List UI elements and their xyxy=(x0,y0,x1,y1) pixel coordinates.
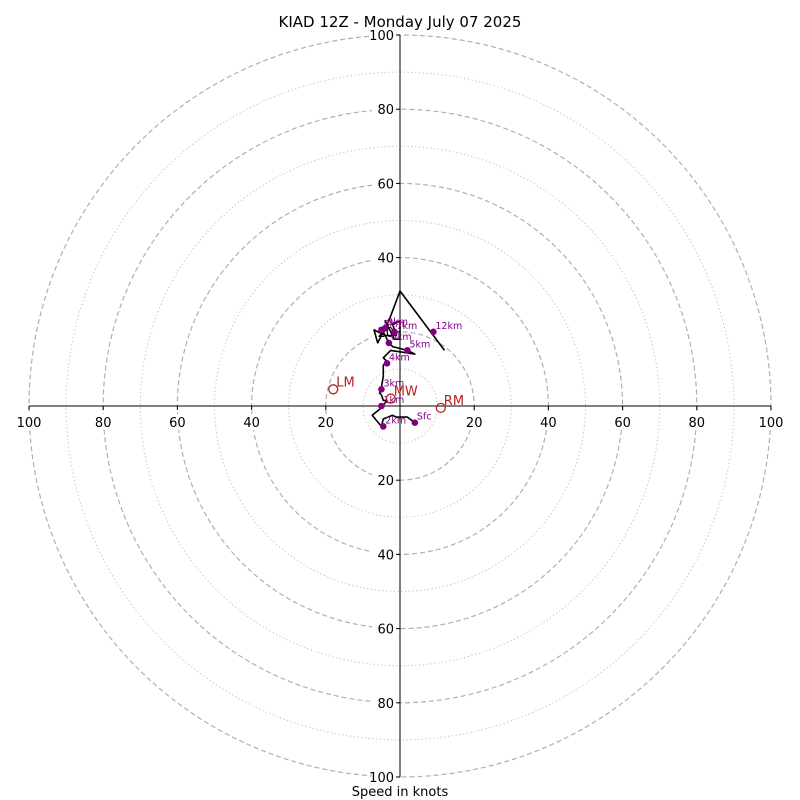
tick-label: 60 xyxy=(377,623,394,638)
tick-label-bg xyxy=(372,620,398,637)
tick-label-bg xyxy=(15,414,43,430)
tick-label: 40 xyxy=(377,252,394,267)
height-marker-label: 2km xyxy=(385,415,406,426)
tick-label-bg xyxy=(372,175,398,192)
height-marker-label: 6km xyxy=(391,332,412,343)
tick-label-bg xyxy=(534,414,563,430)
tick-label: 40 xyxy=(377,548,394,563)
tick-label: 100 xyxy=(759,416,784,431)
hodograph-line xyxy=(371,290,446,428)
height-marker-label: 9km xyxy=(387,317,408,328)
tick-label-bg xyxy=(372,546,398,563)
height-marker-label: 7km xyxy=(396,321,417,332)
height-marker-dot xyxy=(378,386,385,393)
storm-motion-marker xyxy=(328,384,339,395)
height-marker-dot xyxy=(381,324,389,332)
tick-label-bg xyxy=(372,769,398,785)
tick-label: 80 xyxy=(377,697,394,712)
height-marker-dot xyxy=(383,360,391,367)
tick-label-bg xyxy=(311,414,340,430)
axes xyxy=(29,35,771,777)
chart-title: KIAD 12Z - Monday July 07 2025 xyxy=(279,13,522,31)
height-marker-label: Sfc xyxy=(417,412,432,423)
height-marker-dot xyxy=(378,402,385,410)
storm-motion-marker xyxy=(435,402,446,414)
tick-label: 60 xyxy=(169,416,186,431)
tick-label: 60 xyxy=(614,416,631,431)
height-marker-label: 4km xyxy=(389,352,410,363)
tick-label-bg xyxy=(89,414,118,430)
tick-label: 100 xyxy=(17,416,42,431)
tick-label-bg xyxy=(372,101,398,118)
tick-label-bg xyxy=(608,414,637,430)
tick-label: 80 xyxy=(689,416,706,431)
height-marker-dot xyxy=(430,328,437,336)
tick-label-bg xyxy=(163,414,192,430)
tick-label: 20 xyxy=(377,474,394,489)
tick-label: 100 xyxy=(369,29,394,44)
tick-label-bg xyxy=(372,249,398,266)
tick-label: 80 xyxy=(377,103,394,118)
tick-label: 80 xyxy=(95,416,112,431)
tick-label-bg xyxy=(372,472,398,489)
tick-label: 40 xyxy=(540,416,557,431)
tick-label: 40 xyxy=(243,416,260,431)
tick-label: 20 xyxy=(466,416,483,431)
height-marker-label: 5km xyxy=(409,339,430,350)
tick-label: 100 xyxy=(369,771,394,786)
wind-trace xyxy=(371,290,446,428)
storm-motion-marker xyxy=(385,393,396,404)
height-marker-dot xyxy=(404,347,411,354)
storm-motion-markers: RM LM MW xyxy=(328,375,464,414)
storm-motion-label: RM xyxy=(444,394,464,409)
storm-motion-label: LM xyxy=(336,375,354,390)
height-marker-dot xyxy=(380,423,387,430)
height-marker-label: 1km xyxy=(383,395,404,406)
x-axis-label: Speed in knots xyxy=(352,785,449,800)
tick-label-bg xyxy=(372,27,398,43)
height-marker-dot xyxy=(411,419,419,426)
height-marker-label: 3km xyxy=(383,378,404,389)
height-marker-dot xyxy=(391,328,398,336)
tick-label-bg xyxy=(460,414,489,430)
tick-label-bg xyxy=(237,414,266,430)
tick-label-bg xyxy=(682,414,711,430)
storm-motion-label: MW xyxy=(394,385,418,400)
tick-labels: 2020202040404040606060608080808010010010… xyxy=(15,27,785,786)
height-marker-label: 12km xyxy=(435,321,462,332)
tick-label: 20 xyxy=(318,416,335,431)
tick-label-bg xyxy=(757,414,785,430)
tick-label: 60 xyxy=(377,177,394,192)
tick-label-bg xyxy=(372,694,398,711)
height-marker-label: 8km xyxy=(383,319,404,330)
height-marker-dot xyxy=(385,339,393,347)
